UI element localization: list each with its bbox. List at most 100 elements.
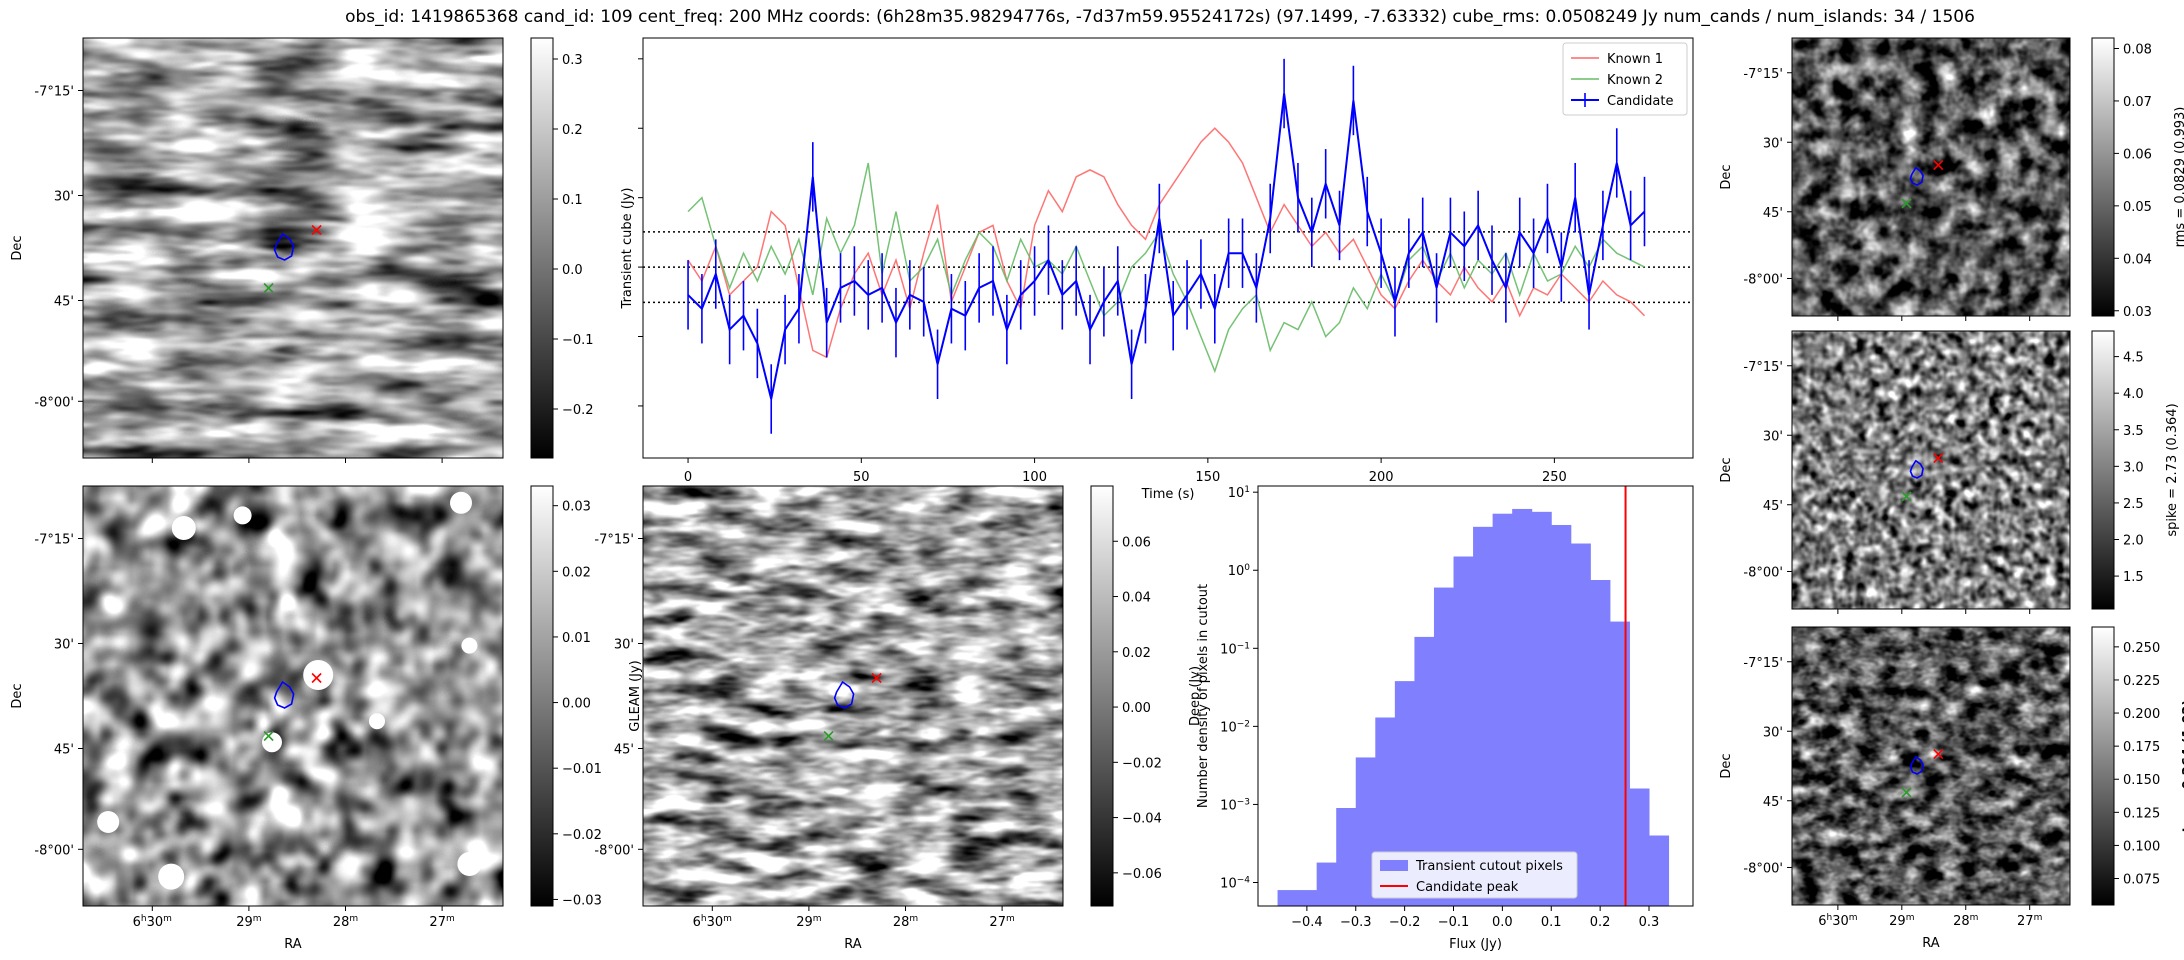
dec-tick-label: -7°15' bbox=[1743, 656, 1783, 671]
gleam-bright-source bbox=[369, 713, 385, 730]
histogram-bar bbox=[1609, 621, 1630, 906]
lightcurve-legend bbox=[1562, 42, 1688, 116]
gleam-colorbar-label: GLEAM (Jy) bbox=[628, 660, 643, 731]
dec-tick-label: 30' bbox=[614, 638, 634, 653]
histogram-bar bbox=[1414, 636, 1435, 906]
deep-frame bbox=[642, 485, 1064, 907]
y-tick-label: 101 bbox=[1228, 485, 1250, 501]
histogram-bar bbox=[1492, 513, 1513, 906]
tcg-frame bbox=[1791, 626, 2071, 906]
lightcurve-x-label: Time (s) bbox=[1141, 487, 1195, 502]
gleam-bright-source bbox=[450, 491, 472, 514]
spike-colorbar-label: spike = 2.73 (0.364) bbox=[2165, 403, 2180, 536]
ra-tick-label: 29m bbox=[1889, 913, 1914, 929]
histogram-bar bbox=[1551, 524, 1572, 906]
gleam-bright-source bbox=[303, 660, 334, 690]
legend-label: Known 1 bbox=[1607, 52, 1663, 67]
histogram-bar bbox=[1355, 757, 1376, 906]
candidate-contour bbox=[1909, 755, 1924, 775]
x-tick-label: 0.0 bbox=[1492, 915, 1513, 930]
colorbar-tick-label: −0.1 bbox=[562, 333, 594, 348]
candidate-contour bbox=[273, 232, 295, 261]
tcg-colorbar-label: tcg = 0.264 (1.02) bbox=[2181, 700, 2184, 833]
histogram-frame bbox=[1257, 485, 1694, 907]
dec-tick-label: -8°00' bbox=[34, 395, 74, 410]
histogram-chart: −0.4 −0.3 −0.2 −0.1 0.0 0.1 0.2 0.3 101 100 10−1 10… bbox=[1196, 485, 1694, 952]
known1-marker bbox=[1933, 749, 1944, 760]
known1-marker bbox=[311, 224, 322, 236]
dec-tick-label: -8°00' bbox=[1743, 272, 1783, 287]
legend-swatch bbox=[1380, 860, 1408, 871]
histogram-bar bbox=[1649, 835, 1670, 906]
x-tick-label: 50 bbox=[853, 470, 870, 485]
colorbar-tick-label: 2.0 bbox=[2123, 534, 2144, 549]
histogram-bar bbox=[1277, 890, 1298, 906]
histogram-bar bbox=[1433, 587, 1455, 906]
x-tick-label: −0.3 bbox=[1340, 915, 1372, 930]
gleam-colorbar bbox=[530, 485, 554, 907]
x-tick-label: 200 bbox=[1369, 470, 1394, 485]
dec-tick-label: -8°00' bbox=[34, 843, 74, 858]
x-tick-label: 150 bbox=[1195, 470, 1220, 485]
histogram-y-label: Number density of pixels in cutout bbox=[1196, 584, 1211, 808]
legend-label: Candidate peak bbox=[1416, 880, 1519, 895]
known2-marker bbox=[1901, 787, 1912, 798]
dec-tick-label: -8°00' bbox=[1743, 861, 1783, 876]
candidate-series-line bbox=[687, 93, 1646, 400]
colorbar-tick-label: −0.01 bbox=[562, 762, 602, 777]
ra-tick-label: 28m bbox=[333, 914, 358, 930]
deep-panel: -7°15'30'45'-8°00'Dec6h30m29m28m27mRA0.0… bbox=[594, 485, 1203, 952]
histogram-x-label: Flux (Jy) bbox=[1449, 937, 1502, 952]
histogram-bar bbox=[1570, 543, 1591, 906]
known1-marker bbox=[871, 672, 882, 684]
colorbar-tick-label: 0.00 bbox=[1122, 701, 1151, 716]
spike-panel: -7°15' 30' 45' -8°00' Dec 4.5 4.0 3.5 3.0 2.5 2.0 1… bbox=[1719, 330, 2180, 614]
y-tick-label: 10−2 bbox=[1220, 719, 1250, 735]
gleam-bright-source bbox=[262, 732, 282, 753]
known2-marker bbox=[1901, 491, 1912, 502]
rms-frame bbox=[1791, 37, 2071, 317]
deep-colorbar-label: Deep (Jy) bbox=[1188, 666, 1203, 726]
colorbar-tick-label: 0.07 bbox=[2123, 95, 2152, 110]
known1-marker bbox=[1933, 160, 1944, 171]
histogram-bar bbox=[1629, 788, 1650, 906]
x-tick-label: 0.1 bbox=[1541, 915, 1562, 930]
colorbar-tick-label: −0.02 bbox=[562, 828, 602, 843]
colorbar-tick-label: −0.02 bbox=[1122, 756, 1162, 771]
colorbar-tick-label: 0.075 bbox=[2123, 873, 2160, 888]
x-tick-label: 0 bbox=[684, 470, 692, 485]
colorbar-tick-label: 4.0 bbox=[2123, 387, 2144, 402]
colorbar-tick-label: 4.5 bbox=[2123, 351, 2144, 366]
dec-tick-label: 30' bbox=[1763, 725, 1783, 740]
ra-tick-label: 28m bbox=[1953, 913, 1978, 929]
x-tick-label: −0.2 bbox=[1389, 915, 1421, 930]
dec-tick-label: -7°15' bbox=[594, 533, 634, 548]
candidate-contour bbox=[1909, 459, 1924, 479]
colorbar-tick-label: 0.1 bbox=[562, 193, 583, 208]
transient-colorbar-label: Transient cube (Jy) bbox=[620, 188, 635, 310]
histogram-legend bbox=[1371, 851, 1578, 899]
dec-tick-label: 45' bbox=[1763, 206, 1783, 221]
tcg-image bbox=[1792, 627, 2070, 905]
gleam-frame bbox=[82, 485, 504, 907]
dec-tick-label: 45' bbox=[1763, 499, 1783, 514]
histogram-bar bbox=[1297, 890, 1318, 906]
dec-tick-label: -8°00' bbox=[1743, 565, 1783, 580]
legend-label: Known 2 bbox=[1607, 73, 1663, 88]
y-tick-label: 100 bbox=[1228, 563, 1251, 579]
known2-marker bbox=[263, 282, 274, 294]
dec-tick-label: 45' bbox=[1763, 795, 1783, 810]
gleam-bright-source bbox=[97, 811, 120, 833]
ra-tick-label: 28m bbox=[893, 914, 918, 930]
candidate-contour bbox=[273, 680, 295, 709]
ra-tick-label: 6h30m bbox=[133, 914, 172, 930]
ra-axis-label: RA bbox=[284, 937, 302, 952]
known2-marker bbox=[1901, 198, 1912, 209]
colorbar-tick-label: 0.00 bbox=[562, 697, 591, 712]
x-tick-label: 0.3 bbox=[1639, 915, 1660, 930]
rms-panel: -7°15' 30' 45' -8°00' Dec 0.08 0.07 0.06 0.05 0.0… bbox=[1719, 37, 2184, 321]
dec-tick-label: -8°00' bbox=[594, 843, 634, 858]
colorbar-tick-label: 0.02 bbox=[562, 565, 591, 580]
dec-axis-label: Dec bbox=[1719, 753, 1734, 778]
spike-colorbar bbox=[2091, 330, 2115, 610]
